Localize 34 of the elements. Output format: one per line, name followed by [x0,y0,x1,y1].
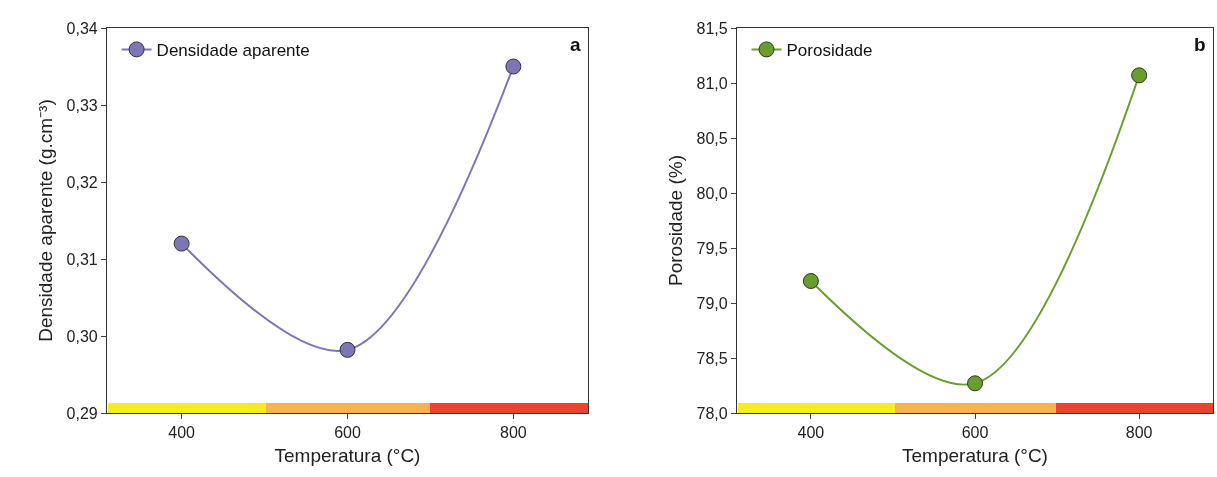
y-axis-title: Densidade aparente (g.cm⁻³) [35,99,57,342]
y-tick-label: 80,5 [696,129,728,147]
x-axis-title: Temperatura (°C) [902,445,1048,467]
annotation: b [1194,34,1206,55]
legend-label: Densidade aparente [156,41,310,61]
legend-label: Porosidade [786,41,873,61]
x-tick-label: 600 [961,424,989,442]
y-tick-label: 78,0 [696,404,728,422]
x-tick-label: 800 [1125,424,1153,442]
y-tick-label: 0,31 [66,250,98,268]
x-tick-label: 800 [500,424,527,442]
y-tick-label: 0,32 [66,173,98,191]
y-tick-label: 80,0 [696,184,728,202]
point [505,58,522,75]
y-tick-label: 0,33 [66,96,98,114]
y-tick-label: 81,0 [696,74,728,92]
point [802,273,819,289]
y-tick-label: 0,34 [66,19,98,37]
y-tick-label: 79,5 [696,239,728,257]
point [173,235,190,252]
y-tick-label: 78,5 [696,349,728,367]
x-tick-label: 400 [797,424,825,442]
y-tick-label: 0,29 [66,404,98,422]
x-tick-label: 400 [168,424,196,442]
annotation: a [570,34,581,55]
y-axis-title: Porosidade (%) [665,155,687,286]
point [1131,67,1148,84]
y-tick-label: 0,30 [66,327,98,345]
y-tick-label: 81,5 [696,19,728,37]
x-tick-label: 600 [334,424,361,442]
x-axis-title: Temperatura (°C) [274,445,421,467]
y-tick-label: 79,0 [696,294,728,312]
point [967,375,983,392]
point [339,341,356,358]
